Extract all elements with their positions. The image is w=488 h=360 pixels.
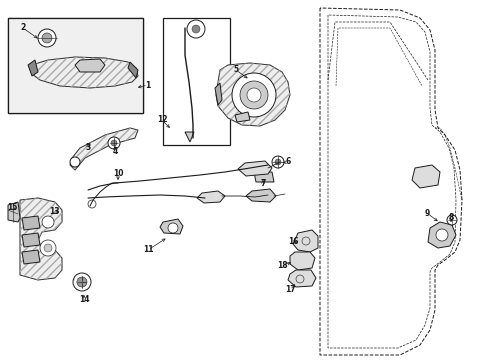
Polygon shape bbox=[427, 222, 455, 248]
Circle shape bbox=[435, 229, 447, 241]
Polygon shape bbox=[22, 233, 40, 247]
Text: 16: 16 bbox=[287, 238, 298, 247]
Circle shape bbox=[192, 25, 200, 33]
Polygon shape bbox=[160, 219, 183, 234]
Polygon shape bbox=[235, 112, 249, 122]
Text: 1: 1 bbox=[145, 81, 150, 90]
Text: 9: 9 bbox=[424, 208, 429, 217]
Circle shape bbox=[70, 157, 80, 167]
Circle shape bbox=[77, 277, 87, 287]
Polygon shape bbox=[20, 198, 62, 280]
Polygon shape bbox=[8, 202, 20, 222]
Circle shape bbox=[40, 240, 56, 256]
Circle shape bbox=[42, 33, 52, 43]
Text: 6: 6 bbox=[285, 158, 290, 166]
Text: 14: 14 bbox=[79, 296, 89, 305]
Circle shape bbox=[42, 216, 54, 228]
Polygon shape bbox=[75, 59, 105, 72]
Polygon shape bbox=[28, 60, 38, 76]
Polygon shape bbox=[22, 216, 40, 230]
Circle shape bbox=[88, 200, 96, 208]
Polygon shape bbox=[287, 270, 315, 287]
Text: 5: 5 bbox=[233, 66, 238, 75]
Circle shape bbox=[274, 159, 281, 165]
Circle shape bbox=[111, 140, 117, 146]
Text: 8: 8 bbox=[447, 213, 453, 222]
Circle shape bbox=[108, 137, 120, 149]
Circle shape bbox=[231, 73, 275, 117]
Circle shape bbox=[240, 81, 267, 109]
Circle shape bbox=[168, 223, 178, 233]
Text: 10: 10 bbox=[113, 168, 123, 177]
Text: 4: 4 bbox=[112, 148, 118, 157]
Polygon shape bbox=[411, 165, 439, 188]
Circle shape bbox=[246, 88, 261, 102]
Polygon shape bbox=[289, 252, 314, 270]
Text: 7: 7 bbox=[260, 179, 265, 188]
Text: 17: 17 bbox=[284, 285, 295, 294]
Polygon shape bbox=[70, 128, 138, 170]
Polygon shape bbox=[215, 83, 222, 105]
Circle shape bbox=[271, 156, 284, 168]
Circle shape bbox=[446, 215, 456, 225]
Text: 2: 2 bbox=[20, 23, 25, 32]
Text: 12: 12 bbox=[157, 116, 167, 125]
Polygon shape bbox=[292, 230, 317, 252]
Text: 3: 3 bbox=[85, 144, 90, 153]
Polygon shape bbox=[238, 161, 271, 176]
Circle shape bbox=[38, 29, 56, 47]
Polygon shape bbox=[197, 191, 224, 203]
Text: 11: 11 bbox=[142, 246, 153, 255]
Polygon shape bbox=[184, 132, 194, 142]
Circle shape bbox=[44, 244, 52, 252]
Polygon shape bbox=[245, 189, 275, 202]
Polygon shape bbox=[8, 18, 142, 113]
Polygon shape bbox=[253, 172, 273, 182]
Polygon shape bbox=[30, 57, 138, 88]
Polygon shape bbox=[216, 63, 289, 126]
Circle shape bbox=[73, 273, 91, 291]
Polygon shape bbox=[128, 62, 138, 78]
Text: 18: 18 bbox=[276, 261, 287, 270]
Text: 15: 15 bbox=[7, 203, 17, 212]
Polygon shape bbox=[22, 250, 40, 264]
Text: 13: 13 bbox=[49, 207, 59, 216]
